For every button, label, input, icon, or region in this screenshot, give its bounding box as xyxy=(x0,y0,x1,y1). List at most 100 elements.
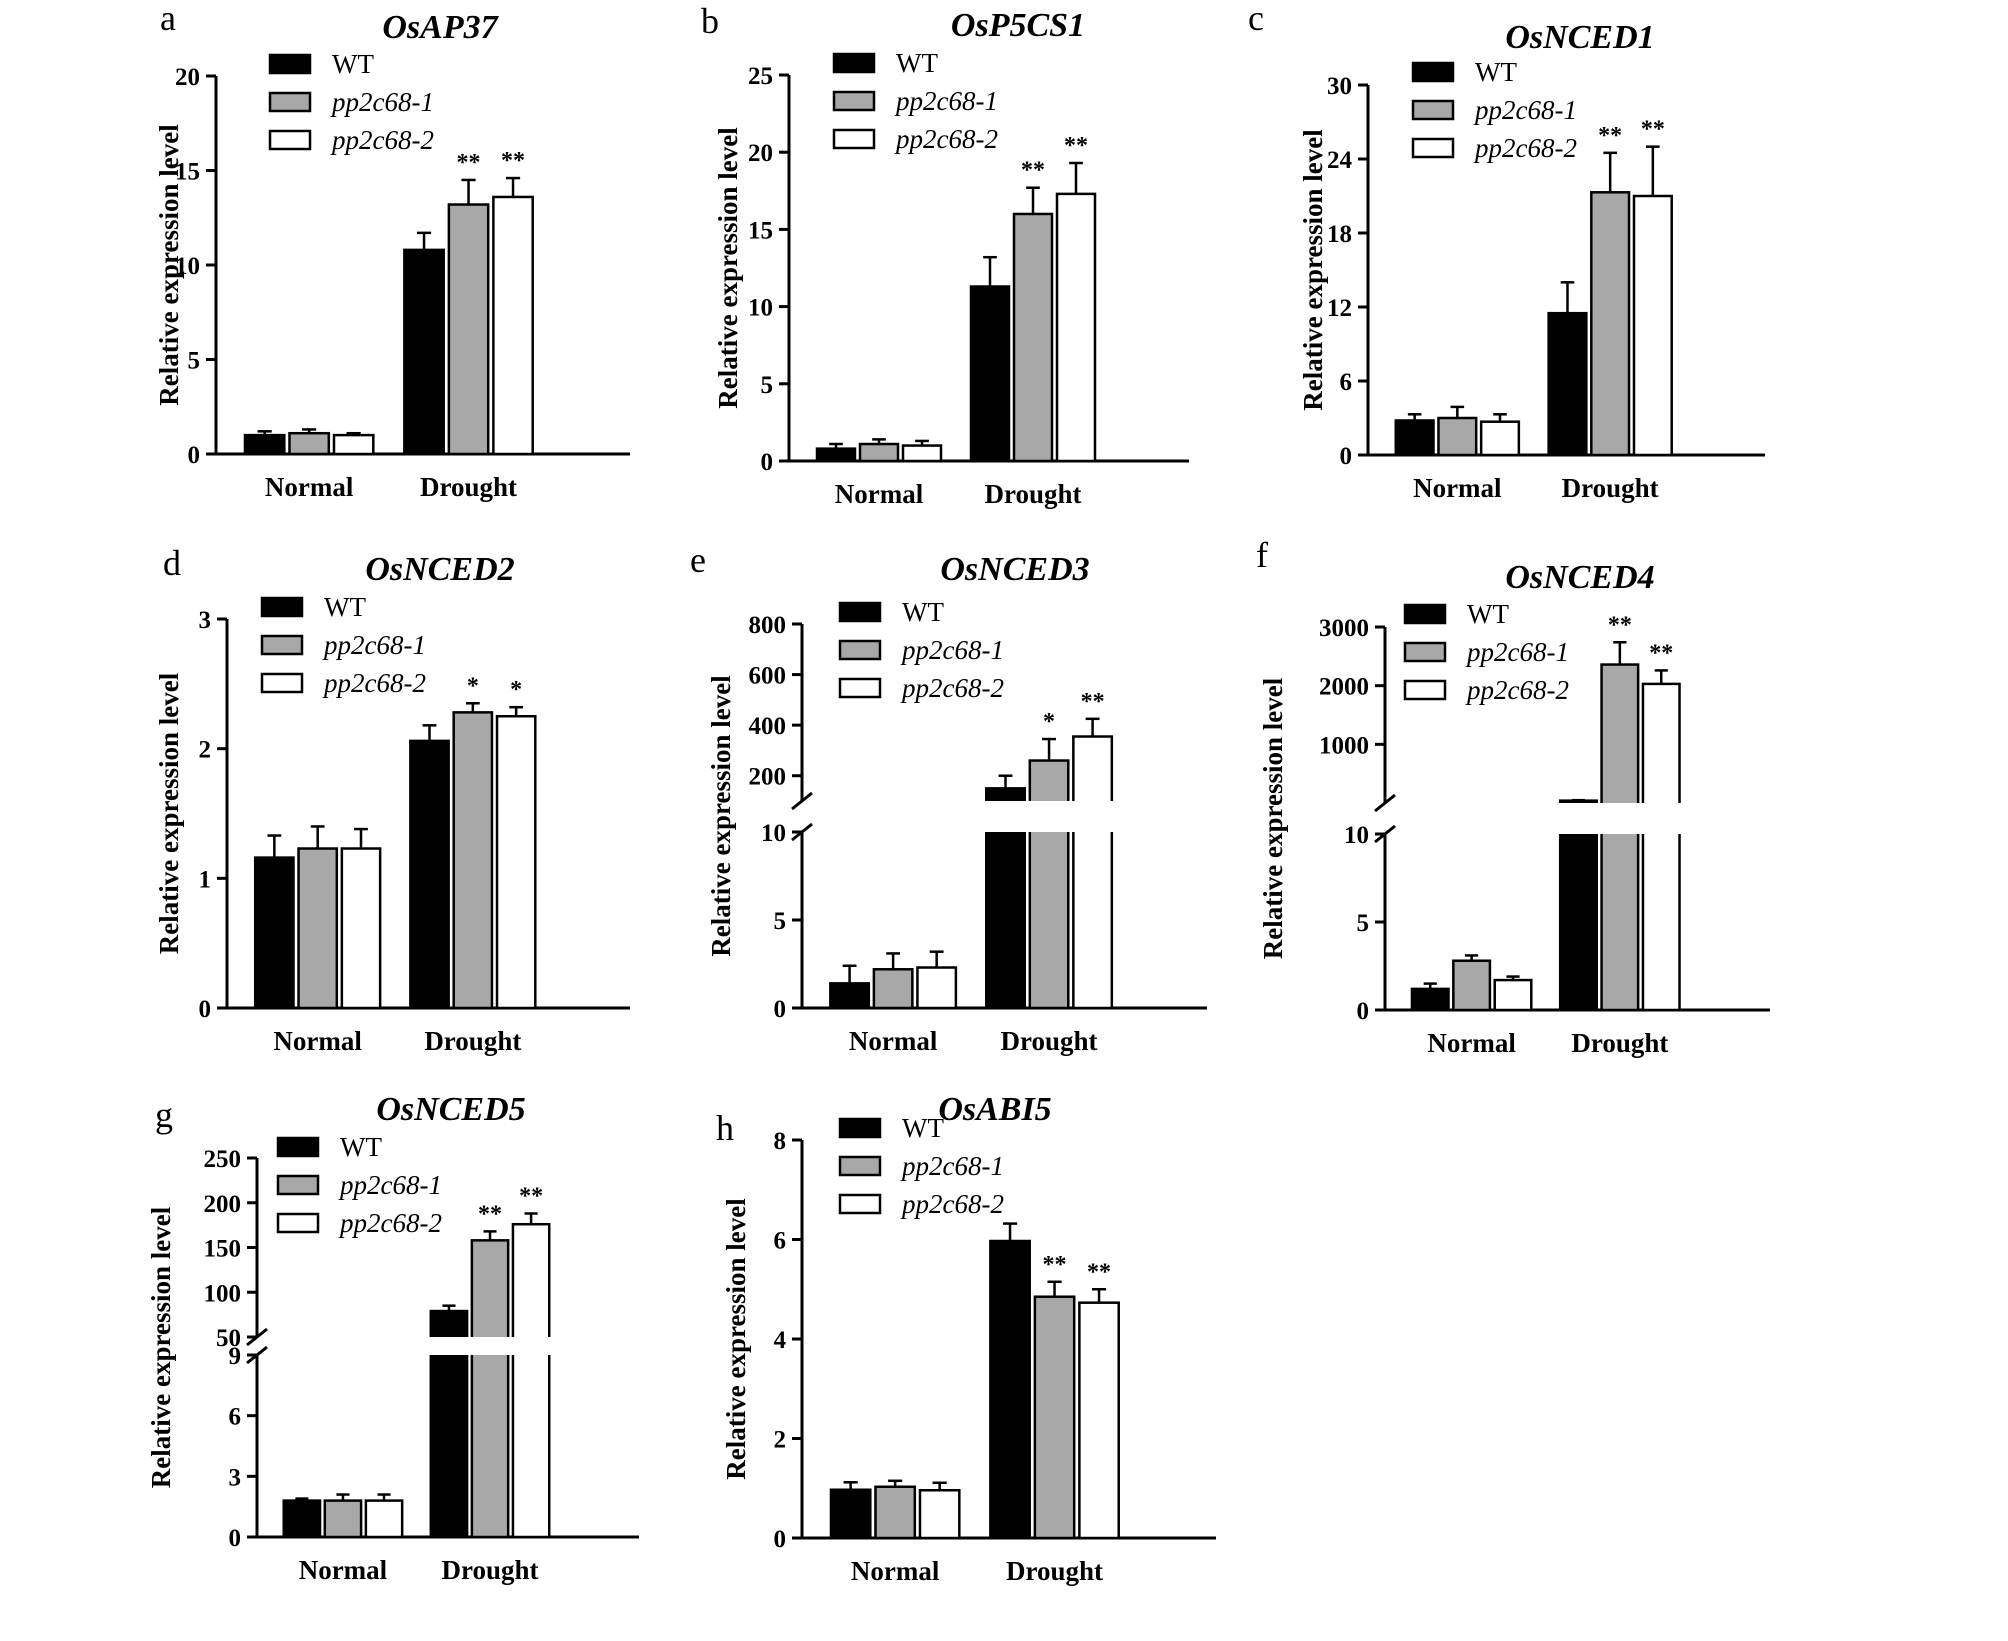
axis-break-gap xyxy=(1407,803,1536,834)
significance-mark: * xyxy=(1043,709,1055,735)
bar-pp2c68-1-drought xyxy=(1033,1295,1076,1540)
legend-label: WT xyxy=(896,48,938,78)
y-axis-label: Relative expression level xyxy=(154,672,184,954)
axis-break-gap xyxy=(279,1337,407,1355)
chart-title: OsNCED4 xyxy=(1505,559,1654,596)
bar-wt-drought xyxy=(1547,311,1588,457)
panel-h: h OsABI5 Relative expression level 0 2 4 6 8 Nor… xyxy=(716,1091,1216,1586)
legend-swatch-pp2c68-1 xyxy=(1403,641,1447,663)
y-tick-label: 2 xyxy=(774,1427,787,1454)
panel-letter: b xyxy=(701,1,719,41)
y-tick-label: 400 xyxy=(749,713,787,740)
legend-label: pp2c68-1 xyxy=(338,1170,442,1200)
legend-swatch-wt xyxy=(276,1136,320,1158)
category-label: Drought xyxy=(442,1555,539,1585)
legend-swatch-pp2c68-1 xyxy=(268,91,312,113)
y-tick-label: 2 xyxy=(199,737,212,764)
category-label: Drought xyxy=(984,479,1081,509)
significance-mark: ** xyxy=(1608,612,1632,638)
legend-label: pp2c68-2 xyxy=(1465,675,1569,705)
bar-pp2c68-1-normal xyxy=(874,1485,917,1540)
bar-pp2c68-2-normal xyxy=(901,444,943,463)
y-axis-label: Relative expression level xyxy=(146,1206,176,1488)
bar-pp2c68-1-drought xyxy=(452,711,494,1010)
legend-label: WT xyxy=(902,597,944,627)
bar-pp2c68-2-drought xyxy=(1632,194,1673,457)
significance-mark: ** xyxy=(1087,1259,1111,1285)
y-tick-label: 200 xyxy=(749,764,787,791)
bar-pp2c68-2-drought xyxy=(1055,192,1097,463)
bar-wt-drought xyxy=(989,1239,1031,1540)
y-tick-label: 30 xyxy=(1327,73,1352,100)
category-label: Normal xyxy=(849,1026,938,1056)
y-tick-label: 4 xyxy=(774,1327,787,1354)
chart-title: OsNCED1 xyxy=(1505,19,1654,56)
legend-swatch-pp2c68-2 xyxy=(832,128,876,150)
y-axis-label: Relative expression level xyxy=(154,124,184,406)
legend-label: pp2c68-1 xyxy=(1465,637,1569,667)
y-tick-label: 5 xyxy=(761,372,774,399)
y-tick-label: 2000 xyxy=(1319,674,1369,701)
bar-pp2c68-1-normal xyxy=(288,431,331,456)
y-tick-label: 12 xyxy=(1327,295,1352,322)
legend-swatch-pp2c68-2 xyxy=(838,1193,882,1215)
legend-label: WT xyxy=(340,1132,382,1162)
panel-c: c OsNCED1 Relative expression level 0 6 12 18 2… xyxy=(1248,0,1765,503)
category-label: Normal xyxy=(265,472,354,502)
legend-swatch-pp2c68-2 xyxy=(276,1212,320,1234)
panel-b: b OsP5CS1 Relative expression level 0 5 10 15 2… xyxy=(701,1,1189,509)
y-tick-label: 1000 xyxy=(1319,732,1369,759)
category-label: Drought xyxy=(420,472,517,502)
legend-label: pp2c68-1 xyxy=(894,86,998,116)
legend-swatch-wt xyxy=(838,1117,882,1139)
y-tick-label: 0 xyxy=(761,449,774,476)
y-tick-label: 10 xyxy=(748,295,773,322)
legend-label: pp2c68-2 xyxy=(330,125,434,155)
bar-pp2c68-2-normal xyxy=(1493,978,1533,1012)
significance-mark: ** xyxy=(519,1183,543,1209)
y-axis-label: Relative expression level xyxy=(713,127,743,409)
legend-label: pp2c68-2 xyxy=(900,1189,1004,1219)
bar-pp2c68-1-normal xyxy=(872,968,914,1010)
legend-swatch-wt xyxy=(1411,61,1455,83)
legend-label: WT xyxy=(332,49,374,79)
y-tick-label: 200 xyxy=(204,1191,242,1218)
panel-letter: f xyxy=(1256,535,1268,575)
significance-mark: ** xyxy=(457,150,481,176)
y-tick-label: 0 xyxy=(229,1525,242,1552)
y-tick-label: 3 xyxy=(199,607,212,634)
legend-label: pp2c68-1 xyxy=(322,630,426,660)
bar-pp2c68-2-normal xyxy=(340,847,382,1010)
y-tick-label: 0 xyxy=(199,996,212,1023)
bar-wt-drought xyxy=(969,285,1011,463)
y-tick-label: 10 xyxy=(1344,822,1369,849)
y-tick-label: 800 xyxy=(749,612,787,639)
bar-pp2c68-1-drought xyxy=(1600,663,1640,1012)
legend-swatch-pp2c68-2 xyxy=(838,677,882,699)
y-tick-label: 5 xyxy=(1357,910,1370,937)
panel-d: d OsNCED2 Relative expression level 0 1 2 3 Nor… xyxy=(154,543,630,1056)
bar-pp2c68-1-normal xyxy=(297,847,339,1010)
panel-letter: g xyxy=(155,1095,173,1135)
y-tick-label: 3000 xyxy=(1319,615,1369,642)
y-tick-label: 3 xyxy=(229,1464,242,1491)
axis-break-gap xyxy=(426,1337,554,1355)
bar-wt-drought xyxy=(403,248,445,456)
significance-mark: ** xyxy=(478,1201,502,1227)
y-tick-label: 0 xyxy=(774,1526,787,1553)
bar-pp2c68-2-normal xyxy=(1479,420,1521,457)
bar-pp2c68-2-normal xyxy=(332,433,375,456)
y-tick-label: 9 xyxy=(229,1343,242,1370)
legend-swatch-pp2c68-2 xyxy=(1411,137,1455,159)
chart-title: OsAP37 xyxy=(382,9,499,46)
panel-letter: c xyxy=(1248,0,1264,38)
bar-wt-normal xyxy=(829,1488,872,1540)
y-axis-label: Relative expression level xyxy=(706,675,736,957)
bar-wt-normal xyxy=(243,433,286,456)
legend-swatch-wt xyxy=(268,53,312,75)
category-label: Normal xyxy=(273,1026,362,1056)
significance-mark: ** xyxy=(1043,1252,1067,1278)
bar-pp2c68-1-normal xyxy=(323,1499,363,1539)
legend-swatch-pp2c68-1 xyxy=(276,1174,320,1196)
y-tick-label: 0 xyxy=(188,442,201,469)
